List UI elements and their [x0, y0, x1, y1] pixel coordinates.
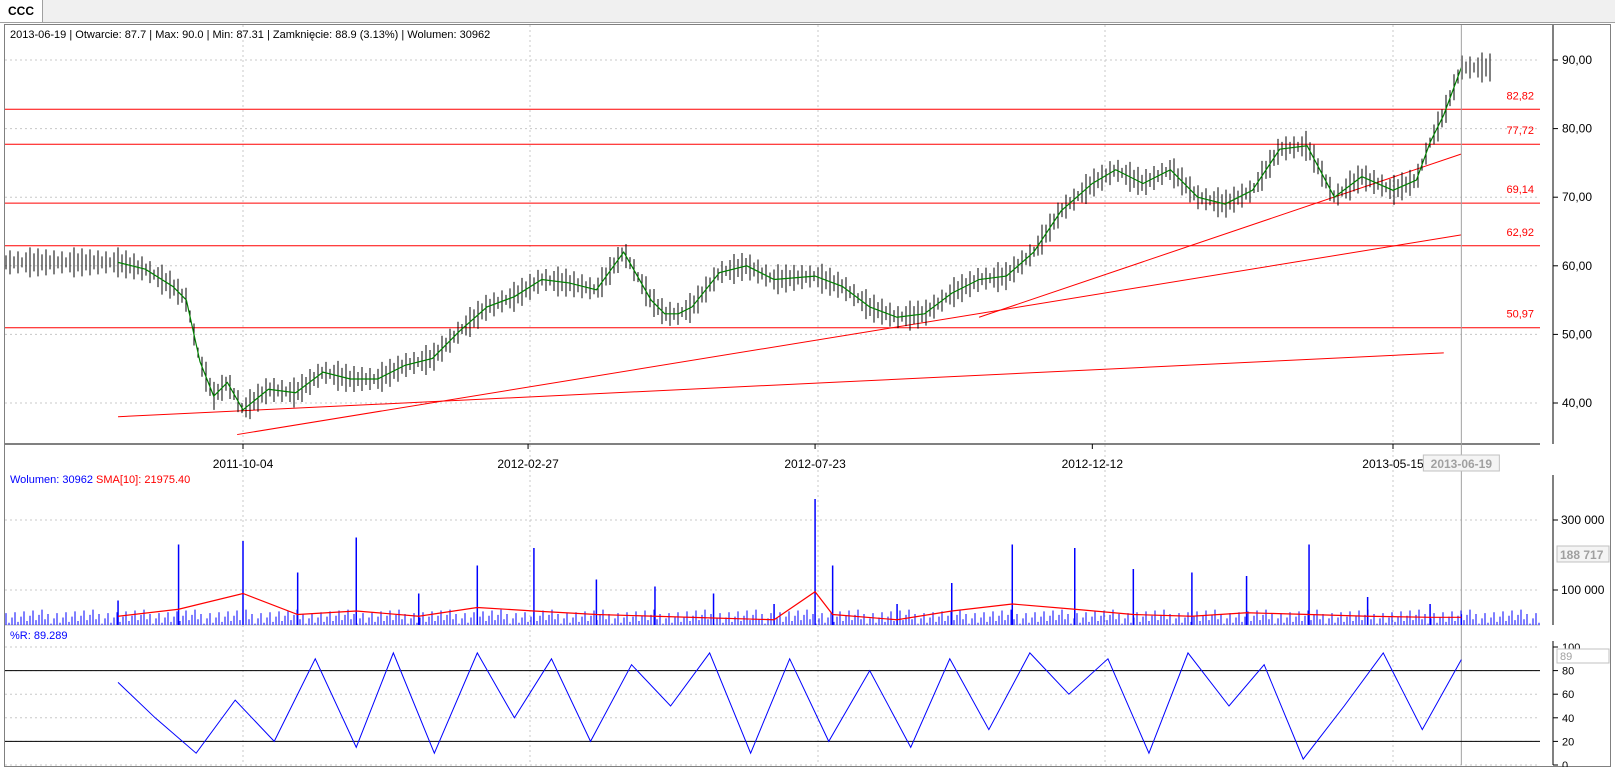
volume-cursor-value: 188 717 [1560, 548, 1604, 562]
grid [5, 25, 1540, 766]
cursor-date-box [1422, 454, 1500, 472]
volume-header: Wolumen: 30962 SMA[10]: 21975.40 [10, 474, 190, 486]
volume-minor-bars [5, 609, 1540, 625]
wr-header: %R: 89.289 [10, 630, 68, 642]
cursor-date-label: 2013-06-19 [1431, 457, 1493, 471]
tab-ccc[interactable]: CCC [0, 0, 43, 22]
price-y-label-0: 90,00 [1562, 53, 1592, 67]
price-y-label-1: 80,00 [1562, 122, 1592, 136]
wr-line [117, 651, 1462, 761]
price-y-label-4: 50,00 [1562, 327, 1592, 341]
axis-labels: 2011-10-04 2012-02-27 2012-07-23 2012-12-12… [213, 53, 1610, 767]
trend-line-0 [118, 352, 1444, 418]
volume-panel [5, 499, 1540, 625]
volume-cursor-box [1556, 545, 1610, 563]
x-tick-label-1: 2012-02-27 [497, 457, 559, 471]
x-tick-label-2: 2012-07-23 [784, 457, 846, 471]
wr-cursor-value: 89 [1560, 651, 1572, 663]
price-sma-line [117, 67, 1462, 411]
wr-y-label-1: 80 [1562, 666, 1574, 678]
trend-line-2 [978, 153, 1462, 318]
support-level-label-2: 69,14 [1506, 184, 1534, 196]
support-level-label-3: 62,92 [1506, 227, 1534, 239]
price-y-label-5: 40,00 [1562, 396, 1592, 410]
volume-sma-line [117, 590, 1462, 621]
williams-r-panel [5, 651, 1540, 761]
wr-y-label-5: 0 [1562, 760, 1568, 767]
price-panel: 82,82 77,72 69,14 62,92 50,97 [5, 25, 1540, 765]
tab-bar: CCC [0, 0, 1615, 23]
x-tick-label-4: 2013-05-15 [1362, 457, 1424, 471]
wr-y-label-2: 60 [1562, 689, 1574, 701]
price-y-label-3: 60,00 [1562, 259, 1592, 273]
x-tick-label-3: 2012-12-12 [1062, 457, 1124, 471]
volume-y-label-1: 100 000 [1561, 583, 1605, 597]
x-tick-label-0: 2011-10-04 [213, 457, 274, 471]
volume-y-label-0: 300 000 [1561, 513, 1605, 527]
chart-frame [4, 24, 1611, 767]
price-y-label-2: 70,00 [1562, 190, 1592, 204]
support-level-label-4: 50,97 [1506, 309, 1534, 321]
wr-y-label-4: 20 [1562, 736, 1574, 748]
price-header: 2013-06-19 | Otwarcie: 87.7 | Max: 90.0 … [10, 29, 490, 41]
support-level-label-1: 77,72 [1506, 125, 1534, 137]
chart-canvas: 2013-06-19 | Otwarcie: 87.7 | Max: 90.0 … [4, 24, 1611, 767]
wr-y-label-3: 40 [1562, 713, 1574, 725]
support-level-label-0: 82,82 [1506, 90, 1534, 102]
wr-cursor-box [1556, 648, 1610, 664]
trend-line-1 [237, 234, 1462, 436]
price-bars [5, 52, 1491, 420]
